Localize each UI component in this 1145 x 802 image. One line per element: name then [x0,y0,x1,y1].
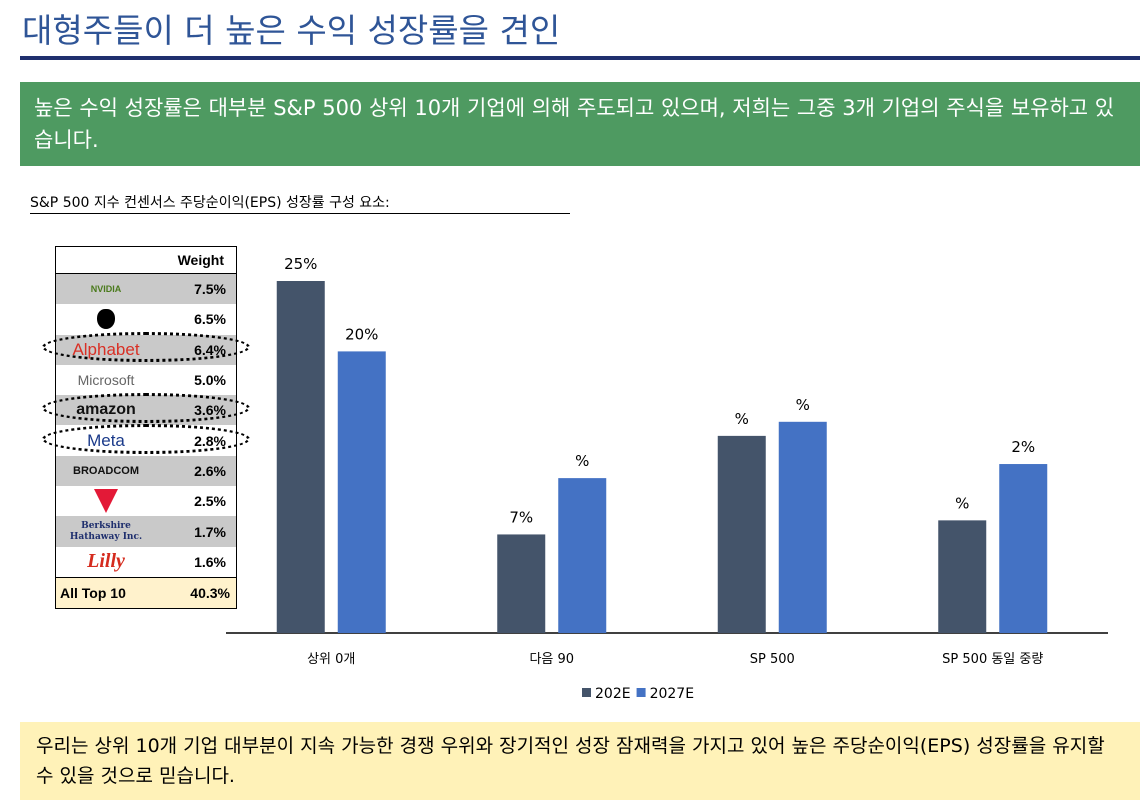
icon-shape [94,489,118,514]
weight-value: 6.5% [194,311,226,328]
company-logo: Lilly [87,550,125,573]
bar [999,464,1048,633]
company-logo: NVIDIA [90,284,122,295]
bar [337,351,386,633]
highlight-ellipse [42,393,250,423]
table-row: 6.5% [56,304,236,334]
weight-value: 1.6% [194,553,226,570]
value-label: % [735,410,749,428]
table-row: BROADCOM 2.6% [56,455,236,487]
icon-shape [97,309,115,330]
x-tick-label: SP 500 동일 중량 [942,652,1043,667]
bar [497,534,546,633]
table-row: 2.5% [56,486,236,516]
table-row: Berkshire Hathaway Inc. 1.7% [56,516,236,547]
slide-title: 대형주들이 더 높은 수익 성장률을 견인 [22,11,561,50]
table-row: NVIDIA 7.5% [56,274,236,305]
bar [778,421,827,633]
table-header: Weight [56,247,236,274]
total-label: All Top 10 [60,585,126,602]
weight-value: 2.6% [194,462,226,479]
company-icon [56,309,156,330]
bar [276,281,325,633]
bar [717,435,766,633]
weight-value: 7.5% [194,281,226,298]
value-label: 25% [284,255,317,273]
value-label: 20% [345,325,378,343]
table-row: Microsoft 5.0% [56,365,236,395]
legend-label: 202E [595,686,631,702]
weight-value: 5.0% [194,372,226,389]
x-tick-label: 상위 0개 [307,652,355,667]
highlight-ellipse [42,424,250,454]
x-tick-label: SP 500 [750,652,795,667]
bar [938,520,987,633]
x-tick-label: 다음 90 [529,652,574,667]
legend-swatch [636,688,646,697]
value-label: % [955,494,969,512]
value-label: % [575,452,589,470]
legend-swatch [582,688,591,697]
total-weight: 40.3% [190,585,230,602]
weight-value: 1.7% [194,523,226,540]
bar [558,478,607,633]
table-total: All Top 10 40.3% [56,576,236,609]
table-row: Lilly 1.6% [56,547,236,577]
value-label: 2% [1011,438,1035,456]
value-label: % [796,396,810,414]
legend-label: 2027E [650,686,694,702]
chart-subtitle: S&P 500 지수 컨센서스 주당순이익(EPS) 성장률 구성 요소: [30,192,570,214]
title-rule [20,56,1140,60]
footer-note: 우리는 상위 10개 기업 대부분이 지속 가능한 경쟁 우위와 장기적인 성장… [20,722,1140,800]
value-label: 7% [509,508,533,526]
company-logo: BROADCOM [73,464,139,477]
weight-value: 2.5% [194,493,226,510]
banner: 높은 수익 성장률은 대부분 S&P 500 상위 10개 기업에 의해 주도되… [20,82,1140,166]
highlight-ellipse [42,332,250,362]
company-icon [56,489,156,514]
company-logo: Berkshire Hathaway Inc. [69,520,143,542]
company-logo: Microsoft [77,372,135,389]
